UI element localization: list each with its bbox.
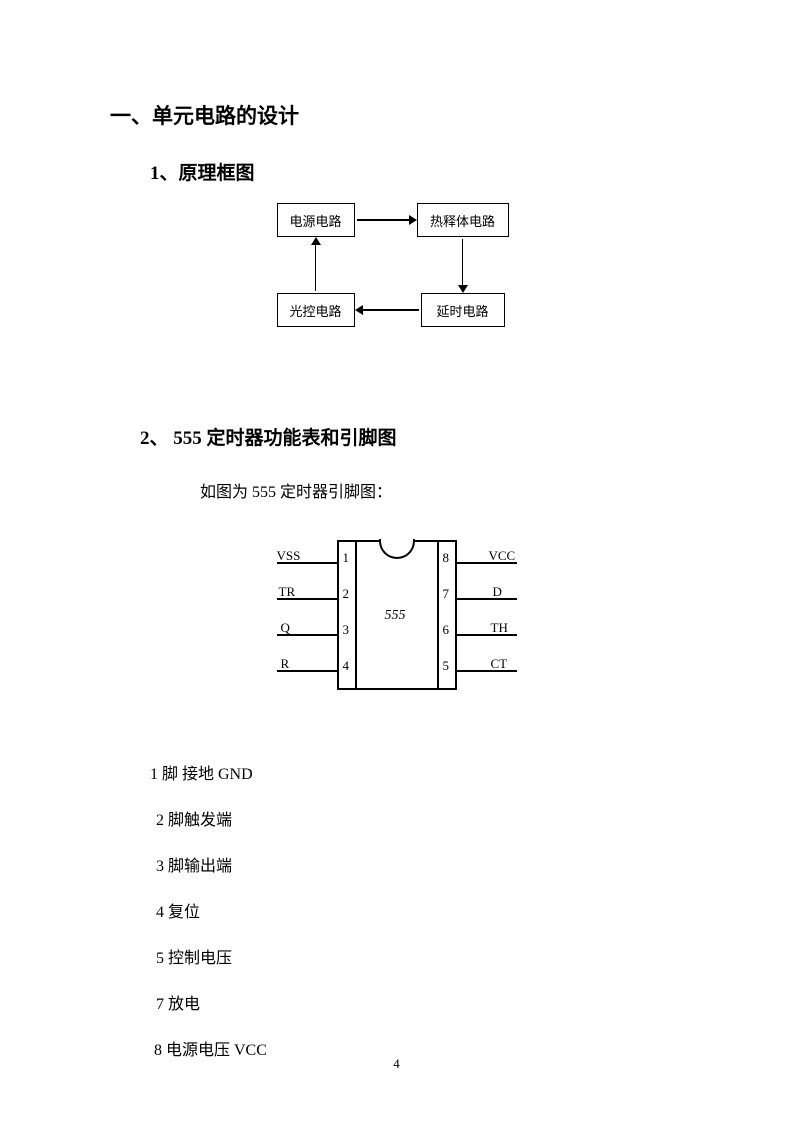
section-heading: 一、单元电路的设计 bbox=[110, 100, 683, 130]
pin-description: 1 脚 接地 GND bbox=[150, 760, 683, 784]
pin-description-list: 1 脚 接地 GND 2 脚触发端 3 脚输出端 4 复位 5 控制电压 7 放… bbox=[150, 760, 683, 1060]
chip-pin-label: TR bbox=[279, 584, 296, 600]
chip-pin-num: 5 bbox=[443, 658, 450, 674]
bd-edge bbox=[363, 309, 419, 311]
chip-pin-num: 4 bbox=[343, 658, 350, 674]
bd-arrowhead-up bbox=[311, 237, 321, 245]
bd-node-label: 热释体电路 bbox=[430, 211, 495, 230]
chip-pin-label: VSS bbox=[277, 548, 301, 564]
bd-arrowhead-left bbox=[355, 305, 363, 315]
chip-pin-label: CT bbox=[491, 656, 508, 672]
bd-arrowhead-down bbox=[458, 285, 468, 293]
chip-pin-num: 3 bbox=[343, 622, 350, 638]
bd-node-light: 光控电路 bbox=[277, 293, 355, 327]
bd-node-delay: 延时电路 bbox=[421, 293, 505, 327]
chip-pin-lead bbox=[457, 670, 487, 672]
bd-edge bbox=[357, 219, 409, 221]
chip-pin-label: R bbox=[281, 656, 290, 672]
pin-description: 7 放电 bbox=[156, 990, 683, 1014]
chip-pin-lead bbox=[307, 634, 337, 636]
chip-pin-lead bbox=[457, 598, 487, 600]
page-number: 4 bbox=[0, 1056, 793, 1072]
chip-pin-lead bbox=[457, 634, 487, 636]
chip-pin-lead bbox=[307, 598, 337, 600]
pin-description: 4 复位 bbox=[156, 898, 683, 922]
body-text: 如图为 555 定时器引脚图： bbox=[200, 478, 683, 502]
chip-pin-num: 1 bbox=[343, 550, 350, 566]
chip-diagram: 555 VSS 1 TR 2 Q 3 R 4 VCC 8 D 7 TH 6 CT… bbox=[277, 530, 517, 710]
bd-edge bbox=[315, 245, 317, 291]
chip-pin-num: 7 bbox=[443, 586, 450, 602]
chip-pin-label: Q bbox=[281, 620, 290, 636]
chip-name: 555 bbox=[385, 608, 406, 624]
chip-pin-label: TH bbox=[491, 620, 508, 636]
pin-description: 5 控制电压 bbox=[156, 944, 683, 968]
pin-description: 3 脚输出端 bbox=[156, 852, 683, 876]
bd-arrowhead-right bbox=[409, 215, 417, 225]
chip-pin-lead bbox=[307, 562, 337, 564]
bd-node-pyro: 热释体电路 bbox=[417, 203, 509, 237]
subsection-heading-2: 2、 555 定时器功能表和引脚图 bbox=[140, 423, 683, 450]
chip-pin-label: D bbox=[493, 584, 502, 600]
pin-description: 2 脚触发端 bbox=[156, 806, 683, 830]
bd-node-power: 电源电路 bbox=[277, 203, 355, 237]
chip-pin-lead bbox=[457, 562, 487, 564]
chip-pin-label: VCC bbox=[489, 548, 516, 564]
block-diagram: 电源电路 热释体电路 光控电路 延时电路 bbox=[257, 203, 537, 343]
bd-node-label: 光控电路 bbox=[289, 301, 341, 320]
chip-pin-num: 2 bbox=[343, 586, 350, 602]
chip-pin-num: 6 bbox=[443, 622, 450, 638]
chip-pin-num: 8 bbox=[443, 550, 450, 566]
chip-pin-lead bbox=[307, 670, 337, 672]
bd-edge bbox=[462, 239, 464, 285]
subsection-heading-1: 1、原理框图 bbox=[150, 158, 683, 185]
bd-node-label: 延时电路 bbox=[436, 301, 488, 320]
bd-node-label: 电源电路 bbox=[289, 211, 341, 230]
